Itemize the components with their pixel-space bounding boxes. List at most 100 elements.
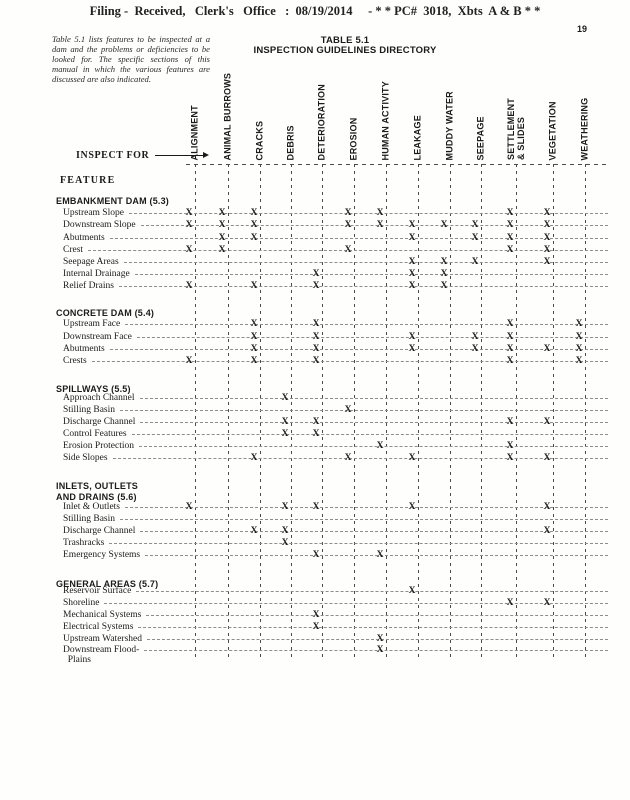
inspection-x-mark: X	[471, 220, 479, 230]
feature-row-label: Emergency Systems	[63, 550, 141, 560]
feature-row-label: Discharge Channel	[63, 417, 136, 427]
inspection-x-mark: X	[250, 453, 258, 463]
feature-row: Downstream Face	[63, 332, 608, 342]
feature-row: Reservoir Surface	[63, 586, 608, 596]
inspection-x-mark: X	[506, 233, 514, 243]
column-grid-line	[418, 164, 419, 661]
leader-line	[147, 639, 608, 640]
inspection-x-mark: X	[250, 344, 258, 354]
leader-line	[123, 262, 608, 263]
column-header: ANIMAL BURROWS	[222, 72, 233, 160]
column-grid-line	[260, 164, 261, 661]
column-header: SEEPAGE	[475, 115, 486, 160]
inspection-x-mark: X	[506, 208, 514, 218]
column-grid-line	[450, 164, 451, 661]
inspection-x-mark: X	[506, 356, 514, 366]
feature-row-label: Inlet & Outlets	[63, 502, 120, 512]
feature-row: Downstream Slope	[63, 220, 608, 230]
inspection-x-mark: X	[376, 645, 384, 655]
feature-row: Crest	[63, 245, 608, 255]
leader-line	[88, 250, 608, 251]
inspection-x-mark: X	[376, 208, 384, 218]
inspection-x-mark: X	[408, 344, 416, 354]
inspection-x-mark: X	[408, 332, 416, 342]
inspection-x-mark: X	[543, 257, 551, 267]
leader-line	[138, 446, 608, 447]
feature-row-label: Upstream Slope	[63, 208, 124, 218]
inspection-x-mark: X	[312, 622, 320, 632]
inspection-x-mark: X	[376, 550, 384, 560]
inspection-x-mark: X	[408, 453, 416, 463]
column-header: DEBRIS	[285, 124, 296, 160]
inspection-x-mark: X	[312, 344, 320, 354]
section-title: SPILLWAYS (5.5)	[56, 384, 131, 394]
column-header: MUDDY WATER	[444, 90, 455, 160]
inspection-x-mark: X	[408, 233, 416, 243]
feature-row-label: Stilling Basin	[63, 405, 115, 415]
leader-line	[140, 531, 608, 532]
feature-row: Abutments	[63, 344, 608, 354]
feature-row: Upstream Face	[63, 319, 608, 329]
column-grid-line	[386, 164, 387, 661]
inspection-x-mark: X	[312, 356, 320, 366]
column-grid-line	[481, 164, 482, 661]
feature-row: Crests	[63, 356, 608, 366]
feature-row-label: Control Features	[63, 429, 127, 439]
leader-line	[140, 422, 608, 423]
leader-line	[128, 213, 608, 214]
inspection-x-mark: X	[408, 502, 416, 512]
inspection-x-mark: X	[218, 233, 226, 243]
inspection-x-mark: X	[471, 344, 479, 354]
feature-row: Approach Channel	[63, 393, 608, 403]
column-grid-line	[228, 164, 229, 661]
inspection-x-mark: X	[344, 208, 352, 218]
feature-row: Emergency Systems	[63, 550, 608, 560]
inspection-x-mark: X	[218, 208, 226, 218]
inspection-x-mark: X	[471, 257, 479, 267]
inspection-x-mark: X	[543, 233, 551, 243]
column-header: SETTLEMENT & SLIDES	[505, 98, 526, 160]
inspection-x-mark: X	[408, 257, 416, 267]
section-title: INLETS, OUTLETS AND DRAINS (5.6)	[56, 481, 139, 502]
header-baseline-rule	[186, 164, 608, 165]
feature-row-label: Reservoir Surface	[63, 586, 132, 596]
feature-row-label: Approach Channel	[63, 393, 135, 403]
inspection-x-mark: X	[506, 441, 514, 451]
inspection-x-mark: X	[312, 269, 320, 279]
inspection-x-mark: X	[440, 257, 448, 267]
inspection-x-mark: X	[185, 502, 193, 512]
section-title: GENERAL AREAS (5.7)	[56, 579, 159, 589]
column-header: WEATHERING	[579, 97, 590, 160]
leader-line	[145, 555, 608, 556]
feature-row: Stilling Basin	[63, 405, 608, 415]
leader-line	[136, 591, 608, 592]
inspection-x-mark: X	[408, 586, 416, 596]
feature-row-label: Abutments	[63, 233, 105, 243]
inspection-x-mark: X	[312, 281, 320, 291]
inspection-x-mark: X	[250, 281, 258, 291]
inspection-x-mark: X	[575, 332, 583, 342]
feature-row-label: Crest	[63, 245, 84, 255]
inspection-x-mark: X	[543, 417, 551, 427]
inspection-x-mark: X	[506, 319, 514, 329]
filing-header: Filing - Received, Clerk's Office : 08/1…	[89, 4, 541, 18]
inspection-x-mark: X	[575, 356, 583, 366]
intro-note: Table 5.1 lists features to be inspected…	[52, 34, 210, 84]
column-grid-line	[195, 164, 196, 661]
column-grid-line	[322, 164, 323, 661]
inspection-x-mark: X	[312, 332, 320, 342]
feature-row: Trashracks	[63, 538, 608, 548]
column-grid-line	[516, 164, 517, 661]
feature-row-label: Side Slopes	[63, 453, 108, 463]
leader-line	[109, 238, 608, 239]
inspection-x-mark: X	[440, 281, 448, 291]
column-header: ALIGNMENT	[189, 104, 200, 160]
inspection-x-mark: X	[376, 441, 384, 451]
feature-row: Stilling Basin	[63, 514, 608, 524]
feature-row: Abutments	[63, 233, 608, 243]
feature-row: Discharge Channel	[63, 526, 608, 536]
inspection-x-mark: X	[250, 526, 258, 536]
feature-label: FEATURE	[60, 175, 116, 186]
inspection-x-mark: X	[250, 220, 258, 230]
feature-row: Discharge Channel	[63, 417, 608, 427]
